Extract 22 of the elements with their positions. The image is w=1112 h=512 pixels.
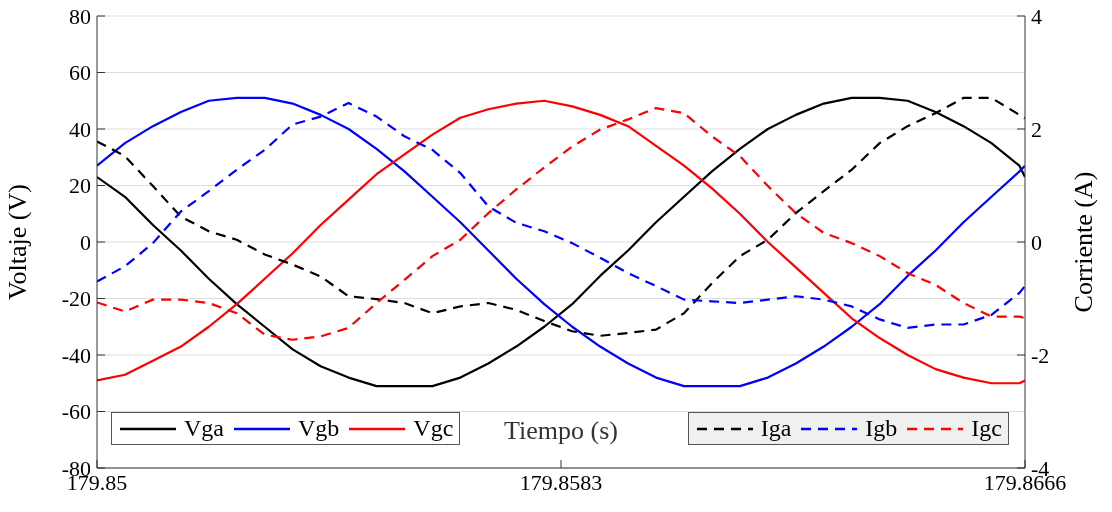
legend-label: Igb xyxy=(865,415,898,442)
legend-label: Igc xyxy=(971,415,1002,442)
y2-tick-label: 0 xyxy=(1031,229,1042,255)
y-tick-label: 20 xyxy=(69,173,91,199)
y-tick-label: 60 xyxy=(69,60,91,86)
y-tick-label: -20 xyxy=(61,286,91,312)
legend-label: Vga xyxy=(184,415,224,442)
y-tick-label: 0 xyxy=(80,229,91,255)
x-axis-title: Tiempo (s) xyxy=(504,416,618,445)
y2-tick-label: 2 xyxy=(1031,116,1042,142)
y-axis-title: Voltaje (V) xyxy=(3,184,33,300)
y-tick-label: 40 xyxy=(69,116,91,142)
y2-tick-label: -2 xyxy=(1031,342,1050,368)
y-tick-label: -40 xyxy=(61,342,91,368)
x-tick-label: 179.8583 xyxy=(519,469,603,495)
legend-label: Vgb xyxy=(297,415,340,442)
y2-axis-title: Corriente (A) xyxy=(1069,171,1099,313)
legend-label: Iga xyxy=(760,415,792,442)
legend-label: Vgc xyxy=(413,415,454,442)
y-tick-label: 80 xyxy=(69,3,91,29)
y-tick-label: -60 xyxy=(61,399,91,425)
y2-tick-label: 4 xyxy=(1031,3,1042,29)
